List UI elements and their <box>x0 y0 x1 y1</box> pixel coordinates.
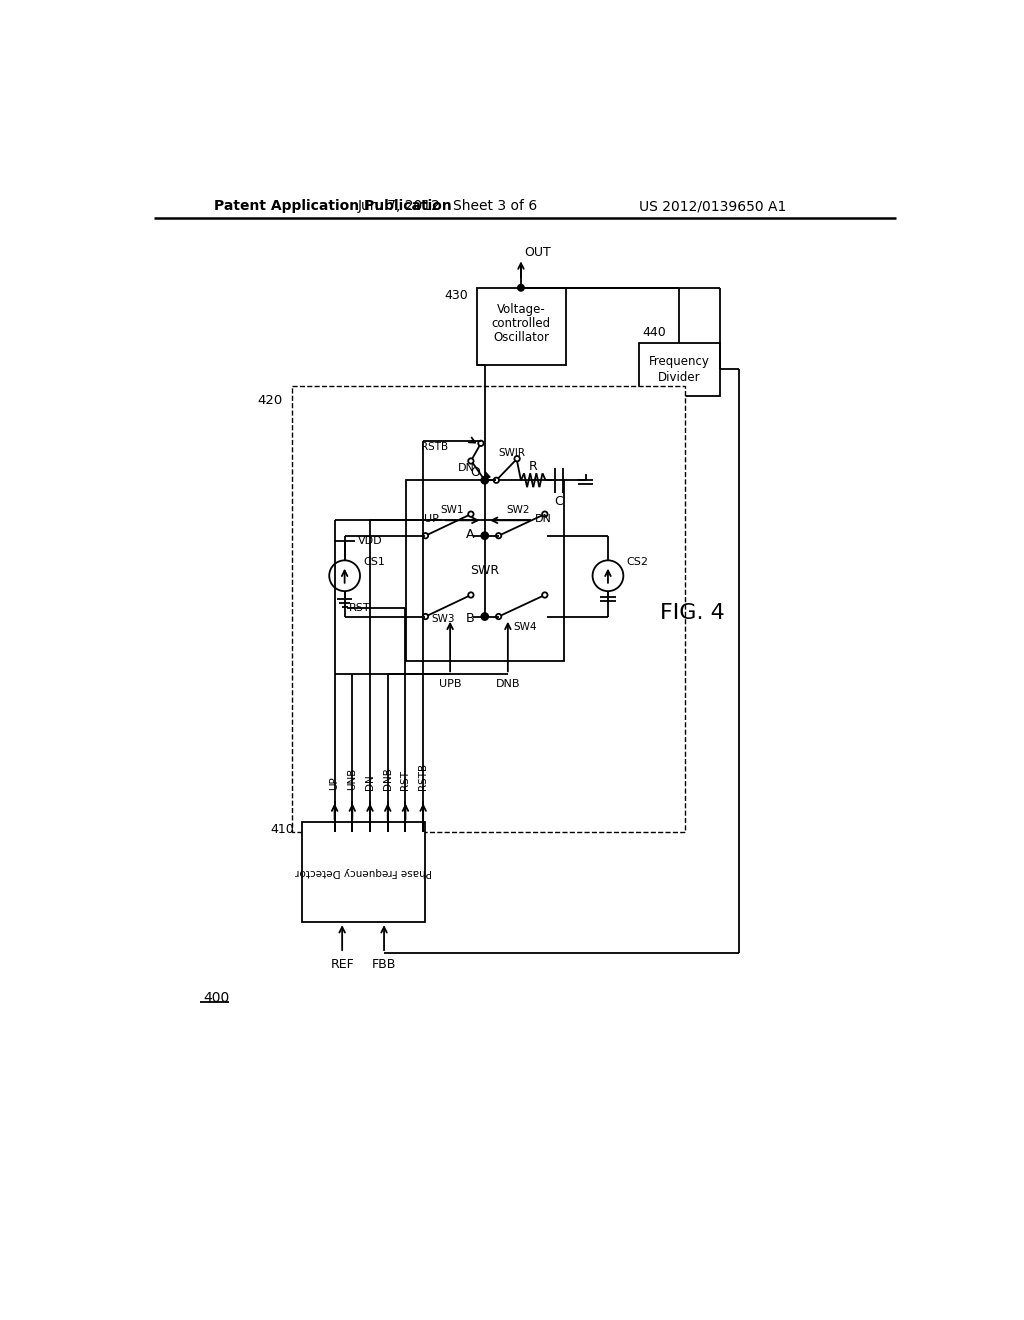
Text: Patent Application Publication: Patent Application Publication <box>214 199 452 213</box>
Circle shape <box>542 511 548 517</box>
Text: 420: 420 <box>258 395 283 408</box>
Text: UP: UP <box>330 776 340 789</box>
Text: SW3: SW3 <box>431 614 455 624</box>
Circle shape <box>423 614 428 619</box>
Text: 410: 410 <box>270 824 294 837</box>
Circle shape <box>468 458 473 463</box>
Text: UP: UP <box>424 513 438 524</box>
Text: B: B <box>465 611 474 624</box>
Text: DN: DN <box>365 774 375 789</box>
Text: REF: REF <box>331 958 354 972</box>
Text: RSTB: RSTB <box>418 763 428 789</box>
Circle shape <box>423 533 428 539</box>
Text: SWR: SWR <box>470 564 500 577</box>
Text: Jun. 7, 2012   Sheet 3 of 6: Jun. 7, 2012 Sheet 3 of 6 <box>357 199 538 213</box>
Text: SWIR: SWIR <box>499 449 525 458</box>
Bar <box>301 822 425 923</box>
Bar <box>477 288 565 364</box>
Text: Divider: Divider <box>657 371 700 384</box>
Text: SW1: SW1 <box>440 504 464 515</box>
Text: Phase Frequency Detector: Phase Frequency Detector <box>295 867 431 878</box>
Circle shape <box>494 478 499 483</box>
Circle shape <box>478 441 483 446</box>
Circle shape <box>496 533 502 539</box>
Text: 430: 430 <box>444 289 468 302</box>
Circle shape <box>514 455 520 462</box>
Circle shape <box>330 560 360 591</box>
Text: C: C <box>554 495 563 508</box>
Text: OUT: OUT <box>524 246 551 259</box>
Circle shape <box>542 593 548 598</box>
Bar <box>639 343 720 396</box>
Text: Oscillator: Oscillator <box>494 330 549 343</box>
Text: Frequency: Frequency <box>649 355 710 368</box>
Circle shape <box>496 614 502 619</box>
Bar <box>292 385 685 832</box>
Text: FBB: FBB <box>372 958 396 972</box>
Text: UPB: UPB <box>439 680 462 689</box>
Circle shape <box>468 511 473 517</box>
Text: A: A <box>466 528 474 541</box>
Text: RSTB: RSTB <box>421 442 447 453</box>
Text: VDD: VDD <box>357 536 382 546</box>
Text: RST: RST <box>348 603 370 612</box>
Text: SW2: SW2 <box>506 504 529 515</box>
Text: R: R <box>528 459 538 473</box>
Text: DNB: DNB <box>496 680 520 689</box>
Text: controlled: controlled <box>492 317 551 330</box>
Circle shape <box>468 593 473 598</box>
Text: US 2012/0139650 A1: US 2012/0139650 A1 <box>639 199 786 213</box>
Text: RST: RST <box>400 770 411 789</box>
Text: 400: 400 <box>204 991 230 1005</box>
Text: DN: DN <box>458 463 475 473</box>
Text: CS2: CS2 <box>627 557 648 566</box>
Text: FIG. 4: FIG. 4 <box>660 603 725 623</box>
Text: SW4: SW4 <box>514 622 538 631</box>
Circle shape <box>518 285 524 290</box>
Circle shape <box>593 560 624 591</box>
Text: UNB: UNB <box>347 767 357 789</box>
Text: DN: DN <box>535 513 552 524</box>
Text: 440: 440 <box>643 326 667 339</box>
Circle shape <box>481 612 488 620</box>
Text: Voltage-: Voltage- <box>497 302 546 315</box>
Bar <box>407 480 564 661</box>
Circle shape <box>481 532 488 539</box>
Text: DNB: DNB <box>383 767 393 789</box>
Text: O: O <box>471 466 480 479</box>
Circle shape <box>481 477 488 483</box>
Text: CS1: CS1 <box>364 557 385 566</box>
